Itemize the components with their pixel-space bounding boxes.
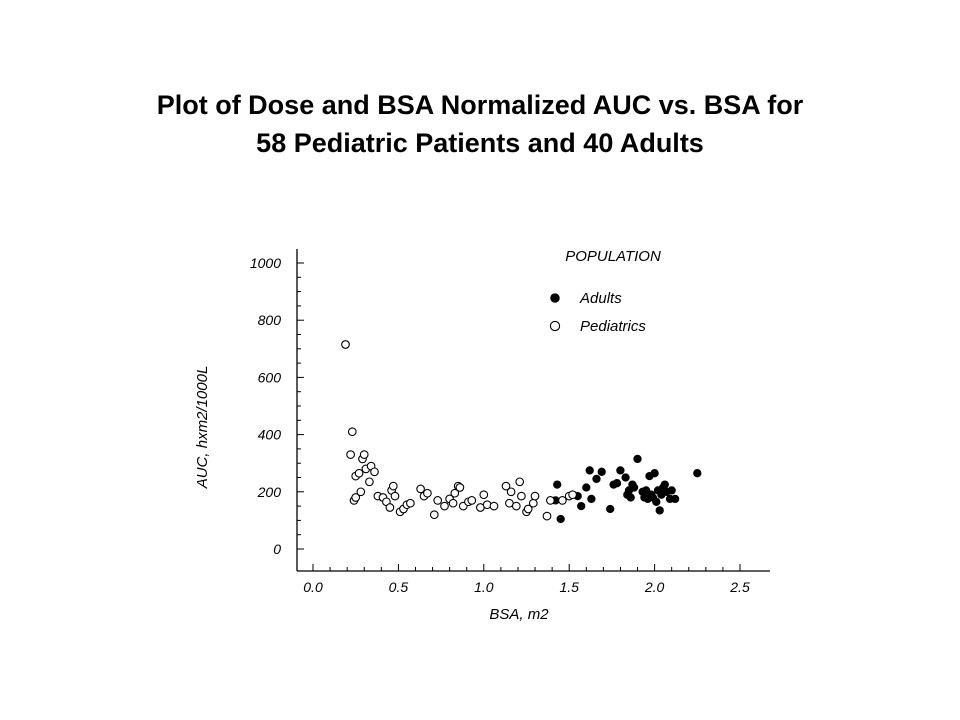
y-axis-label: AUC, hxm2/1000L: [194, 366, 211, 490]
adult-point: [587, 494, 596, 504]
adult-point: [693, 469, 702, 478]
adult-point: [585, 466, 594, 475]
adult-point: [553, 480, 562, 489]
legend: POPULATION Adults Pediatrics: [549, 248, 661, 335]
legend-items: Adults Pediatrics: [549, 290, 646, 335]
pediatric-point: [388, 481, 398, 491]
y-tick-label: 0: [273, 541, 281, 557]
pediatric-point: [440, 501, 449, 511]
adult-point: [670, 494, 680, 504]
adult-point: [650, 469, 659, 478]
legend-label: Adults: [579, 290, 622, 307]
adult-point: [582, 483, 591, 492]
x-tick-label: 2.5: [729, 579, 750, 595]
pediatric-point: [351, 493, 361, 502]
pediatric-point: [542, 511, 552, 521]
pediatric-point: [455, 483, 465, 492]
pediatric-point: [429, 510, 439, 520]
pediatric-point: [390, 491, 400, 501]
x-axis-label: BSA, m2: [489, 606, 549, 623]
pediatric-point: [385, 503, 395, 512]
pediatric-point: [359, 450, 369, 459]
pediatric-point: [515, 477, 525, 487]
x-tick-label: 1.5: [559, 579, 579, 595]
pediatric-point: [558, 496, 567, 505]
adult-point: [597, 467, 606, 476]
pediatric-point: [506, 487, 516, 497]
adult-point: [592, 474, 601, 484]
pediatric-point: [433, 496, 443, 505]
pediatric-point: [511, 501, 521, 511]
legend-marker: [549, 320, 561, 332]
pediatric-point: [406, 498, 415, 508]
pediatric-point: [530, 491, 540, 501]
pediatric-point: [523, 504, 533, 514]
pediatric-point: [354, 468, 364, 478]
y-tick-label: 400: [258, 427, 282, 443]
pediatric-point: [346, 450, 355, 459]
pediatric-point: [370, 467, 379, 477]
adult-point: [633, 454, 642, 464]
y-tick-label: 800: [258, 312, 282, 328]
x-tick-label: 0.5: [389, 579, 409, 595]
adult-point: [660, 480, 669, 489]
pediatric-point: [365, 477, 374, 487]
pediatric-point: [448, 498, 458, 508]
adult-point: [616, 466, 625, 475]
adult-point: [612, 479, 622, 488]
legend-marker: [550, 293, 560, 303]
pediatric-point: [479, 490, 489, 500]
y-tick-label: 200: [257, 484, 282, 500]
pediatric-point: [347, 427, 357, 437]
pediatric-point: [546, 496, 555, 505]
pediatric-point: [356, 487, 366, 497]
pediatric-point: [450, 488, 460, 498]
pediatric-point: [341, 340, 350, 349]
legend-label: Pediatrics: [580, 318, 646, 335]
pediatric-point: [517, 491, 526, 501]
chart-title-line2: 58 Pediatric Patients and 40 Adults: [256, 128, 704, 158]
x-tick-label: 1.0: [474, 579, 494, 595]
adult-point: [655, 506, 664, 515]
data-points: [341, 340, 702, 524]
x-tick-label: 0.0: [303, 579, 323, 595]
pediatric-point: [501, 481, 511, 491]
x-axis-ticks: 0.0 0.5 1.0 1.5 2.0 2.5: [303, 564, 750, 595]
adult-point: [652, 497, 661, 506]
y-tick-label: 600: [258, 369, 282, 385]
adult-point: [667, 486, 676, 495]
legend-title: POPULATION: [565, 248, 661, 265]
y-axis-ticks: 0 200 400 600 800 1000: [250, 255, 304, 557]
adult-point: [606, 504, 615, 514]
pediatric-point: [568, 490, 577, 500]
pediatric-point: [423, 488, 432, 498]
adult-point: [577, 501, 586, 511]
chart-title-line1: Plot of Dose and BSA Normalized AUC vs. …: [156, 90, 804, 120]
x-tick-label: 2.0: [644, 579, 665, 595]
adult-point: [629, 483, 639, 492]
adult-point: [626, 493, 635, 502]
adult-point: [621, 473, 630, 482]
adult-point: [556, 514, 565, 524]
pediatric-point: [467, 496, 477, 505]
chart-title: Plot of Dose and BSA Normalized AUC vs. …: [0, 86, 960, 162]
y-tick-label: 1000: [250, 255, 281, 271]
pediatric-point: [416, 484, 425, 494]
pediatric-point: [528, 498, 538, 508]
pediatric-point: [489, 501, 499, 511]
